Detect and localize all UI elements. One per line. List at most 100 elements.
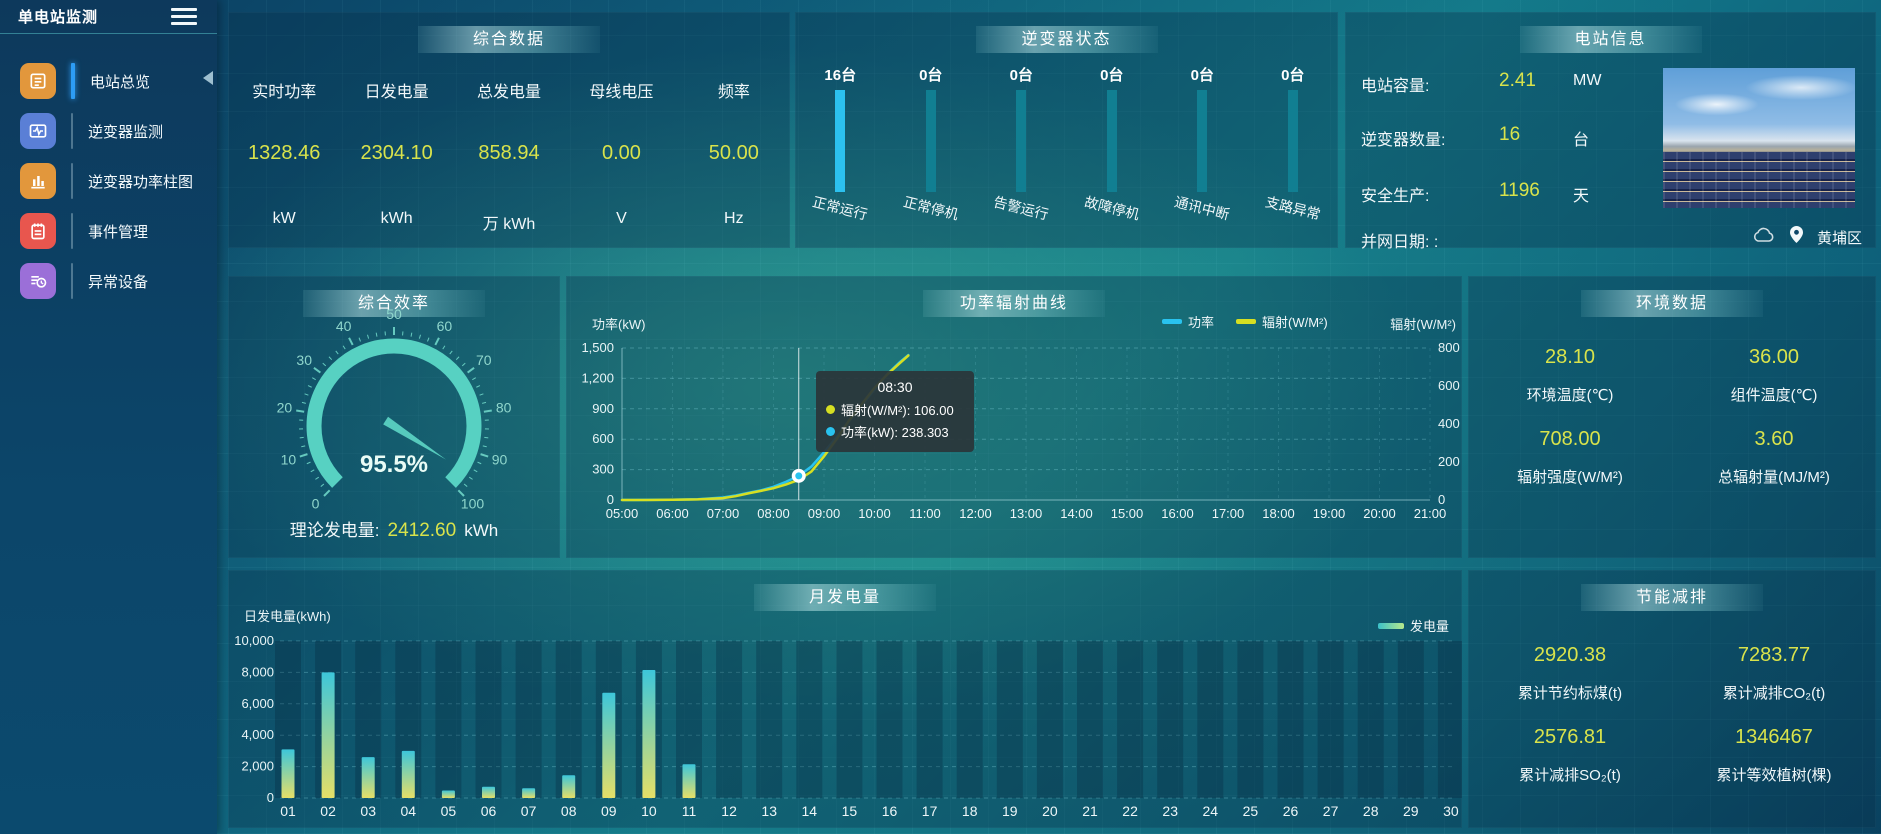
tooltip-series-value: 辐射(W/M²): 106.00 [841, 403, 954, 418]
svg-text:40: 40 [336, 318, 352, 334]
inverter-status-col: 0台 告警运行 [976, 12, 1067, 248]
abnormal-device-icon [20, 263, 56, 299]
panel-inverter-status-title: 逆变器状态 [975, 26, 1158, 53]
stat-cell: 3.60 总辐射量(MJ/M²) [1672, 428, 1876, 487]
inverter-bar [1016, 90, 1027, 192]
summary-stat: 母线电压 0.00 V [565, 12, 677, 248]
theory-unit: kWh [464, 521, 499, 540]
sidebar-item-label: 事件管理 [88, 223, 149, 241]
panel-energy-saving-title: 节能减排 [1581, 584, 1763, 611]
station-row-unit: MW [1573, 72, 1602, 89]
svg-text:600: 600 [1438, 378, 1460, 393]
monthly-generation-chart[interactable]: 0 2,000 4,000 6,000 8,000 10,000 01 02 03 04 05 06 0… [228, 570, 1462, 828]
tooltip-series-dot [826, 427, 835, 436]
inverter-count: 0台 [1190, 67, 1214, 84]
station-info-row: 逆变器数量: 16 台 [1361, 124, 1589, 150]
stat-unit: Hz [724, 210, 744, 227]
legend-item[interactable]: 辐射(W/M²) [1236, 312, 1328, 331]
stat-value: 36.00 [1748, 346, 1800, 368]
sidebar-item-4[interactable]: 事件管理 [0, 206, 217, 256]
legend-item-generation[interactable]: 发电量 [1378, 616, 1449, 635]
svg-text:24: 24 [1203, 803, 1219, 819]
sidebar-collapse-arrow[interactable] [203, 71, 213, 85]
stat-label: 累计等效植树(棵) [1716, 767, 1832, 784]
stat-cell: 28.10 环境温度(℃) [1468, 346, 1672, 405]
stat-label: 总发电量 [477, 84, 542, 101]
summary-stat: 频率 50.00 Hz [678, 12, 790, 248]
inverter-bar [1287, 90, 1298, 192]
svg-text:20:00: 20:00 [1363, 506, 1396, 521]
bar-axis-name: 日发电量(kWh) [244, 609, 331, 624]
legend-label: 辐射(W/M²) [1262, 315, 1328, 330]
svg-text:900: 900 [592, 401, 614, 416]
svg-text:300: 300 [592, 462, 614, 477]
sidebar-item-2[interactable]: 逆变器监测 [0, 106, 217, 156]
panel-summary-title: 综合数据 [418, 26, 600, 53]
power-radiation-chart[interactable]: 0 300 600 900 1,200 1,500 0 200 400 600 800 05:00 06… [566, 276, 1462, 558]
stat-cell: 36.00 组件温度(℃) [1672, 346, 1876, 405]
panel-energy-saving: 节能减排 2920.38 累计节约标煤(t) 7283.77 累计减排CO₂(t) 25… [1468, 570, 1876, 828]
legend-item[interactable]: 功率 [1162, 312, 1214, 331]
stat-cell: 2920.38 累计节约标煤(t) [1468, 644, 1672, 703]
tooltip-row: 功率(kW): 238.303 [826, 422, 964, 441]
inverter-state-label: 告警运行 [992, 193, 1051, 223]
station-photo [1663, 68, 1855, 208]
sidebar-item-5[interactable]: 异常设备 [0, 256, 217, 306]
station-info-row: 安全生产: 1196 天 [1361, 180, 1589, 206]
svg-text:22: 22 [1122, 803, 1138, 819]
tooltip-series-value: 功率(kW): 238.303 [841, 425, 949, 440]
sidebar-item-1[interactable]: 电站总览 [0, 56, 217, 106]
stat-value: 2576.81 [1533, 726, 1607, 748]
legend-swatch [1378, 622, 1404, 629]
station-info-row: 并网日期: : [1361, 228, 1438, 252]
svg-text:12: 12 [721, 803, 737, 819]
stat-label: 母线电压 [589, 84, 654, 101]
stat-label: 频率 [717, 84, 750, 101]
inverter-monitor-icon [20, 113, 56, 149]
svg-text:10,000: 10,000 [234, 633, 274, 648]
panel-station-info-title: 电站信息 [1519, 26, 1702, 53]
stat-label: 组件温度(℃) [1730, 387, 1818, 404]
stat-value: 3.60 [1754, 428, 1794, 450]
menu-indicator [71, 213, 73, 249]
svg-text:25: 25 [1243, 803, 1259, 819]
hamburger-menu-icon[interactable] [171, 4, 197, 29]
svg-text:29: 29 [1403, 803, 1419, 819]
svg-text:09: 09 [601, 803, 617, 819]
line-chart-legend: 功率 辐射(W/M²) [1162, 312, 1328, 331]
svg-text:1,200: 1,200 [581, 370, 614, 385]
svg-text:06: 06 [481, 803, 497, 819]
svg-text:21:00: 21:00 [1414, 506, 1447, 521]
svg-text:11:00: 11:00 [909, 506, 941, 521]
inverter-status-col: 0台通讯中断 [1157, 12, 1248, 248]
efficiency-gauge-chart[interactable]: 0 10 20 30 40 50 60 70 80 90 100 95.5% [228, 276, 560, 558]
stat-value: 708.00 [1539, 428, 1601, 450]
stat-label: 累计节约标煤(t) [1517, 685, 1623, 702]
weather-cloud-icon[interactable] [1752, 227, 1776, 248]
inverter-state-label: 通讯中断 [1173, 193, 1232, 223]
station-row-label: 电站容量: [1361, 78, 1430, 95]
stat-value: 2304.10 [360, 142, 433, 164]
svg-text:09:00: 09:00 [808, 506, 841, 521]
svg-text:17: 17 [922, 803, 938, 819]
svg-text:200: 200 [1438, 454, 1460, 469]
station-row-unit: 台 [1573, 132, 1590, 149]
station-info-row: 电站容量: 2.41 MW [1361, 70, 1601, 96]
svg-text:13: 13 [761, 803, 777, 819]
svg-text:06:00: 06:00 [656, 506, 689, 521]
svg-text:11: 11 [682, 803, 697, 819]
sidebar-item-3[interactable]: 逆变器功率柱图 [0, 156, 217, 206]
stat-value: 7283.77 [1737, 644, 1811, 666]
tooltip-row: 辐射(W/M²): 106.00 [826, 400, 964, 419]
stat-unit: kW [272, 210, 296, 227]
location-pin-icon[interactable] [1789, 226, 1803, 248]
panel-inverter-status: 逆变器状态 16台 正常运行 0台 正常停机 0台 告警运行 0台 故障停机 0台 通讯中断 0台支… [795, 12, 1338, 248]
event-manage-icon [20, 213, 56, 249]
svg-text:15: 15 [842, 803, 858, 819]
inverter-status-col: 0台 正常停机 [886, 12, 977, 248]
svg-text:8,000: 8,000 [241, 664, 274, 679]
svg-text:04: 04 [401, 803, 417, 819]
panel-monthly-generation: 月发电量 日发电量(kWh) 发电量 0 2,000 4,000 6,000 8,000… [228, 570, 1462, 828]
legend-label: 功率 [1188, 315, 1215, 330]
panel-station-info: 电站信息 电站容量: 2.41 MW 逆变器数量: 16 台安全生产: 1196 天并网日期:… [1345, 12, 1876, 251]
